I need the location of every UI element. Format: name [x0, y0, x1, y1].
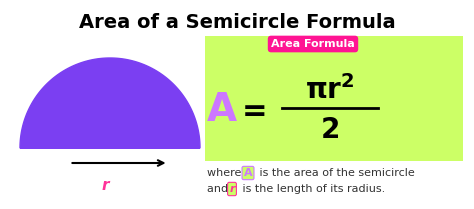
Polygon shape: [20, 58, 200, 148]
Text: where: where: [207, 168, 245, 178]
Text: A: A: [207, 91, 237, 129]
Text: r: r: [229, 184, 235, 194]
FancyBboxPatch shape: [205, 36, 463, 161]
Text: 2: 2: [320, 116, 340, 144]
Text: $\mathbf{\pi r^2}$: $\mathbf{\pi r^2}$: [305, 75, 355, 105]
Text: and: and: [207, 184, 232, 194]
Text: A: A: [244, 168, 252, 178]
Text: Area Formula: Area Formula: [271, 39, 355, 49]
Text: r: r: [101, 178, 109, 193]
Text: =: =: [242, 98, 268, 126]
Text: Area of a Semicircle Formula: Area of a Semicircle Formula: [79, 13, 395, 32]
Text: is the length of its radius.: is the length of its radius.: [239, 184, 385, 194]
Text: is the area of the semicircle: is the area of the semicircle: [256, 168, 415, 178]
